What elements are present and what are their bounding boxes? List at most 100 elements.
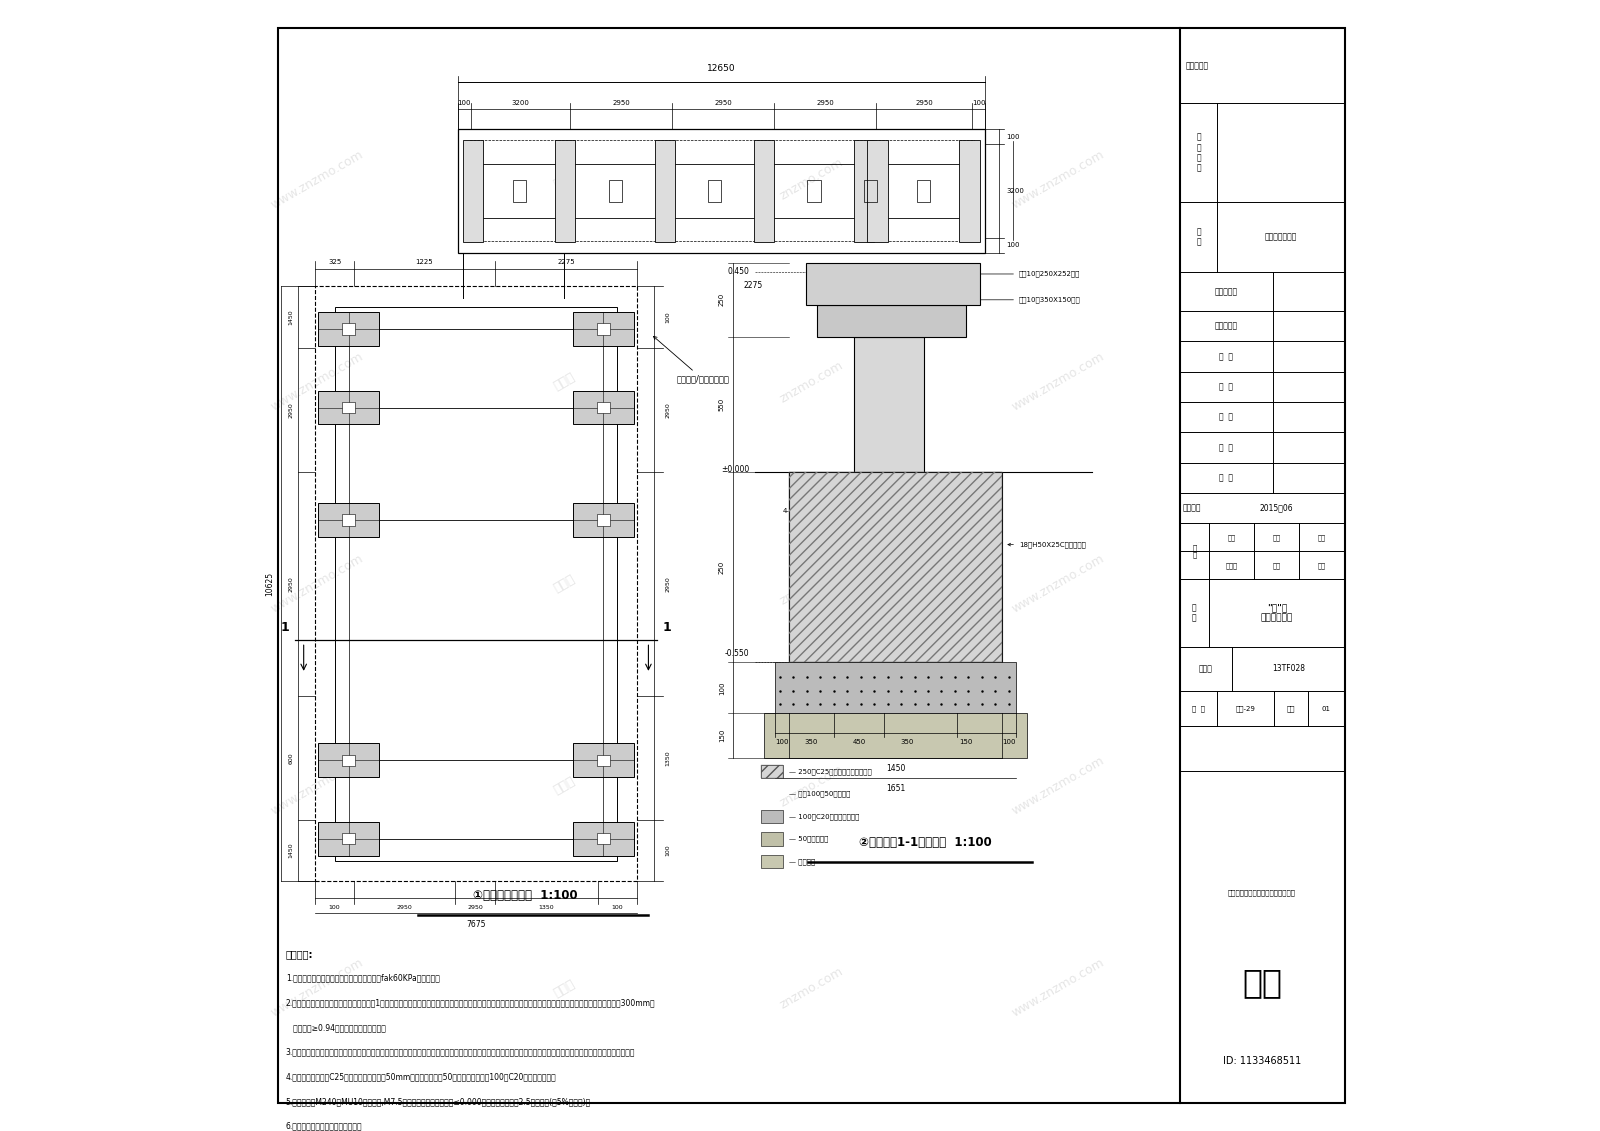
Text: www.znzmo.com: www.znzmo.com: [269, 754, 366, 818]
Text: 2015．06: 2015．06: [1259, 503, 1293, 512]
Bar: [318, 503, 379, 537]
Text: 廊架墩台/宽架柱型截面: 廊架墩台/宽架柱型截面: [653, 336, 730, 383]
Text: 校  对: 校 对: [1219, 413, 1232, 422]
Bar: [458, 129, 986, 252]
Text: znzmo.com: znzmo.com: [778, 561, 845, 607]
Bar: [917, 180, 930, 202]
Text: 1450: 1450: [288, 843, 293, 858]
Bar: [342, 834, 355, 845]
Text: ①廊架基础平面图  1:100: ①廊架基础平面图 1:100: [472, 889, 578, 901]
Text: 图
名: 图 名: [1192, 603, 1197, 623]
Text: 18厚H50X25C型钢板框架: 18厚H50X25C型钢板框架: [1008, 542, 1086, 547]
Text: 100: 100: [971, 100, 986, 105]
Text: 2950: 2950: [288, 402, 293, 417]
Bar: [597, 754, 610, 766]
Text: 截面10：250X252方木: 截面10：250X252方木: [930, 270, 1080, 277]
Bar: [818, 305, 966, 337]
Text: 3200: 3200: [1006, 188, 1024, 193]
Text: 1.本工程采用混凝基础，地基土承载力特征值fak60KPa进行设计；: 1.本工程采用混凝基础，地基土承载力特征值fak60KPa进行设计；: [286, 974, 440, 983]
Text: — （含100厚50次垫层）: — （含100厚50次垫层）: [789, 791, 850, 797]
Text: 电气: 电气: [1318, 534, 1326, 541]
Text: 4-M12螺栓组: 4-M12螺栓组: [782, 508, 818, 515]
Text: 专业负责人: 专业负责人: [1214, 321, 1237, 330]
Bar: [573, 312, 634, 346]
Text: 1: 1: [280, 621, 290, 634]
Text: 01: 01: [1322, 706, 1331, 711]
Bar: [960, 140, 979, 242]
Text: 知末网: 知末网: [552, 572, 578, 595]
Text: www.znzmo.com: www.znzmo.com: [269, 957, 366, 1020]
Text: 2950: 2950: [613, 100, 630, 105]
Bar: [318, 822, 379, 856]
Bar: [573, 822, 634, 856]
Bar: [318, 743, 379, 777]
Text: 知末网: 知末网: [552, 371, 578, 394]
Text: 2950: 2950: [467, 905, 483, 910]
Bar: [867, 140, 888, 242]
Text: 150: 150: [718, 728, 725, 742]
Bar: [754, 140, 774, 242]
Text: znzmo.com: znzmo.com: [778, 762, 845, 810]
Text: 2275: 2275: [557, 259, 574, 265]
Text: 100: 100: [611, 905, 624, 910]
Bar: [315, 286, 637, 881]
Text: 弱电: 弱电: [1318, 562, 1326, 569]
Bar: [776, 663, 1016, 713]
Text: 13TF028: 13TF028: [1272, 664, 1306, 673]
Text: 项
目: 项 目: [1197, 227, 1202, 247]
Bar: [789, 472, 1002, 663]
Text: ID: 1133468511: ID: 1133468511: [1222, 1056, 1301, 1067]
Text: 制  图: 制 图: [1219, 382, 1232, 391]
Text: 450: 450: [853, 739, 866, 745]
Text: 知末网: 知末网: [552, 977, 578, 1000]
Text: www.znzmo.com: www.znzmo.com: [269, 349, 366, 414]
Text: ±0.000: ±0.000: [722, 465, 749, 474]
Text: 2950: 2950: [816, 100, 834, 105]
Text: www.znzmo.com: www.znzmo.com: [269, 148, 366, 211]
Text: 会
签: 会 签: [1192, 544, 1197, 559]
Text: — 50厚毛石垫层: — 50厚毛石垫层: [789, 836, 829, 843]
Text: — 素土夯实: — 素土夯实: [789, 858, 814, 864]
Text: 知末: 知末: [1242, 966, 1282, 999]
Text: 100: 100: [328, 905, 341, 910]
Bar: [760, 765, 782, 778]
Text: 3200: 3200: [512, 100, 530, 105]
Bar: [765, 713, 1027, 758]
Bar: [654, 140, 675, 242]
Text: 600: 600: [288, 752, 293, 763]
Text: 100: 100: [718, 681, 725, 694]
Text: znzmo.com: znzmo.com: [778, 156, 845, 204]
Text: 建
设
单
位: 建 设 单 位: [1197, 132, 1202, 173]
Text: 550: 550: [718, 398, 725, 411]
Bar: [597, 323, 610, 335]
Text: 景施-29: 景施-29: [1235, 706, 1256, 711]
Bar: [462, 140, 483, 242]
Text: 1350: 1350: [666, 750, 670, 766]
Text: www.znzmo.com: www.znzmo.com: [1010, 957, 1107, 1020]
Text: 1225: 1225: [416, 259, 434, 265]
Bar: [854, 140, 874, 242]
Text: 12650: 12650: [707, 64, 736, 74]
Text: 100: 100: [1002, 739, 1016, 745]
Text: 350: 350: [805, 739, 818, 745]
Text: 压实系数≥0.94，并做好土面防水处理；: 压实系数≥0.94，并做好土面防水处理；: [286, 1022, 386, 1031]
Text: 100: 100: [666, 311, 670, 323]
Text: 设  计: 设 计: [1219, 352, 1232, 361]
Bar: [555, 140, 576, 242]
Bar: [760, 765, 782, 778]
Text: 2950: 2950: [915, 100, 933, 105]
Bar: [342, 402, 355, 413]
Text: — 250厚C25自拌水泥混凝土基础土: — 250厚C25自拌水泥混凝土基础土: [789, 768, 872, 775]
Text: 100: 100: [1006, 133, 1021, 139]
Text: 350: 350: [899, 739, 914, 745]
Bar: [469, 140, 974, 241]
Text: 100: 100: [458, 100, 470, 105]
Text: www.znzmo.com: www.znzmo.com: [1010, 552, 1107, 615]
Text: 知末网: 知末网: [552, 169, 578, 191]
Bar: [318, 312, 379, 346]
Bar: [597, 402, 610, 413]
Text: znzmo.com: znzmo.com: [778, 359, 845, 405]
Text: 250: 250: [718, 561, 725, 573]
Text: 结构: 结构: [1274, 534, 1282, 541]
Text: 2950: 2950: [666, 402, 670, 417]
